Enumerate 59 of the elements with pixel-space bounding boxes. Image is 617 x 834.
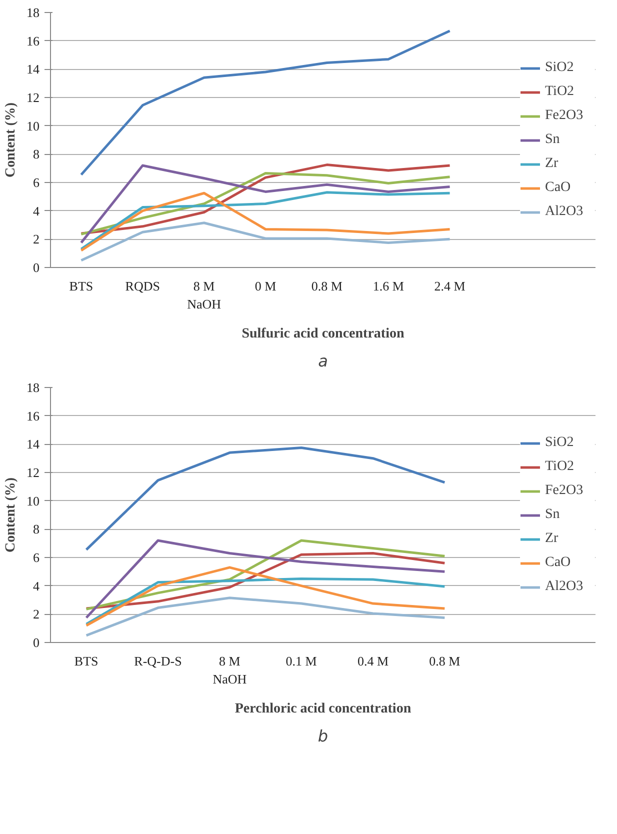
x-tick-label: 8 M NaOH (187, 278, 222, 312)
x-tick-label: BTS (74, 654, 98, 668)
x-tick-label: RQDS (125, 278, 160, 294)
line-series (85, 578, 446, 626)
text: b (318, 726, 328, 746)
line-series (85, 596, 446, 637)
legend-label: Zr (545, 530, 560, 546)
y-axis-title: Content (%) (4, 102, 18, 178)
y-tick-label: 2 (33, 232, 40, 247)
text: a (318, 352, 328, 370)
line-series (80, 30, 452, 176)
y-tick-label: 12 (26, 90, 40, 105)
y-tick-label: 8 (33, 522, 40, 537)
y-tick-label: 4 (33, 203, 40, 218)
legend-label: Fe2O3 (545, 108, 584, 124)
y-tick-label: 6 (33, 175, 40, 190)
x-axis-title: Perchloric acid concentration (234, 702, 412, 716)
y-axis-title: Content (%) (4, 477, 18, 553)
y-tick-label: 16 (26, 33, 40, 48)
y-tick-label: 4 (33, 578, 40, 594)
legend-label: CaO (545, 554, 572, 570)
x-tick-label: 0.1 M (286, 654, 318, 668)
x-tick-label: 2.4 M (434, 278, 466, 294)
y-tick-label: 12 (26, 465, 40, 480)
y-tick-label: 10 (26, 493, 40, 508)
y-tick-label: 8 (33, 146, 40, 162)
y-tick-label: 18 (26, 5, 40, 20)
line-series (85, 566, 446, 627)
legend-label: Fe2O3 (545, 482, 584, 498)
legend-label: CaO (545, 180, 572, 196)
x-tick-label: 1.6 M (372, 278, 404, 294)
x-tick-label: 0.4 M (357, 654, 389, 668)
y-tick-label: 0 (33, 635, 40, 650)
y-tick-label: 16 (26, 408, 40, 424)
legend-label: Al2O3 (545, 204, 584, 220)
y-tick-label: 18 (26, 380, 40, 395)
x-axis-title: Sulfuric acid concentration (242, 326, 404, 342)
y-tick-label: 10 (26, 118, 40, 134)
x-tick-label: BTS (69, 278, 94, 294)
legend-label: TiO2 (545, 84, 576, 100)
line-series (80, 222, 452, 262)
legend-label: Sn (545, 506, 561, 522)
legend-label: Sn (545, 132, 561, 148)
legend-label: Zr (545, 156, 560, 172)
x-tick-label: 0 M (254, 278, 277, 294)
x-tick-label: R-Q-D-S (134, 654, 182, 668)
y-tick-label: 14 (26, 62, 40, 77)
line-series (85, 446, 446, 551)
x-tick-label: 0.8 M (311, 278, 343, 294)
legend-label: TiO2 (545, 458, 576, 474)
legend-label: SiO2 (545, 60, 575, 76)
x-tick-label: 0.8 M (429, 654, 461, 668)
x-tick-label: 8 M NaOH (212, 654, 247, 686)
y-tick-label: 6 (33, 550, 40, 565)
y-tick-label: 2 (33, 606, 40, 622)
y-tick-label: 0 (33, 260, 40, 275)
y-tick-label: 14 (26, 436, 40, 452)
legend-label: Al2O3 (545, 578, 584, 594)
legend-label: SiO2 (545, 434, 575, 450)
